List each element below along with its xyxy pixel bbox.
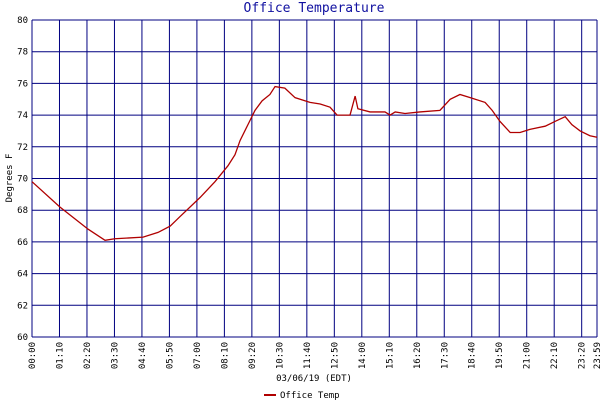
y-tick-label: 76 xyxy=(17,79,28,89)
data-line xyxy=(31,85,598,241)
x-tick-label: 01:10 xyxy=(55,342,65,369)
y-tick-label: 66 xyxy=(17,238,28,248)
x-tick-label: 14:00 xyxy=(358,342,368,369)
y-tick-label: 78 xyxy=(17,48,28,58)
x-tick-label: 23:59 xyxy=(593,342,600,369)
x-tick-label: 12:50 xyxy=(330,342,340,369)
y-tick-label: 64 xyxy=(17,270,28,280)
y-tick-label: 62 xyxy=(17,301,28,311)
y-tick-label: 80 xyxy=(17,16,28,26)
x-tick-label: 09:20 xyxy=(248,342,258,369)
x-tick-label: 00:00 xyxy=(28,342,38,369)
y-tick-label: 60 xyxy=(17,333,28,343)
x-tick-label: 18:40 xyxy=(468,342,478,369)
x-tick-label: 10:30 xyxy=(275,342,285,369)
y-tick-label: 74 xyxy=(17,111,28,121)
x-tick-label: 08:10 xyxy=(220,342,230,369)
x-tick-label: 21:00 xyxy=(523,342,533,369)
x-tick-label: 07:00 xyxy=(193,342,203,369)
x-tick-label: 15:10 xyxy=(385,342,395,369)
legend-label: Office Temp xyxy=(280,391,340,400)
x-tick-label: 17:30 xyxy=(440,342,450,369)
x-axis-label: 03/06/19 (EDT) xyxy=(276,374,352,384)
x-tick-label: 16:20 xyxy=(413,342,423,369)
x-tick-label: 03:30 xyxy=(110,342,120,369)
x-tick-label: 04:40 xyxy=(138,342,148,369)
y-axis-label: Degrees F xyxy=(5,154,15,203)
y-tick-label: 68 xyxy=(17,206,28,216)
x-tick-label: 22:10 xyxy=(550,342,560,369)
chart-title: Office Temperature xyxy=(244,1,385,16)
y-tick-label: 70 xyxy=(17,175,28,185)
y-tick-label: 72 xyxy=(17,143,28,153)
x-tick-label: 05:50 xyxy=(165,342,175,369)
x-tick-label: 23:20 xyxy=(578,342,588,369)
x-tick-label: 02:20 xyxy=(83,342,93,369)
x-tick-label: 11:40 xyxy=(303,342,313,369)
x-tick-label: 19:50 xyxy=(495,342,505,369)
